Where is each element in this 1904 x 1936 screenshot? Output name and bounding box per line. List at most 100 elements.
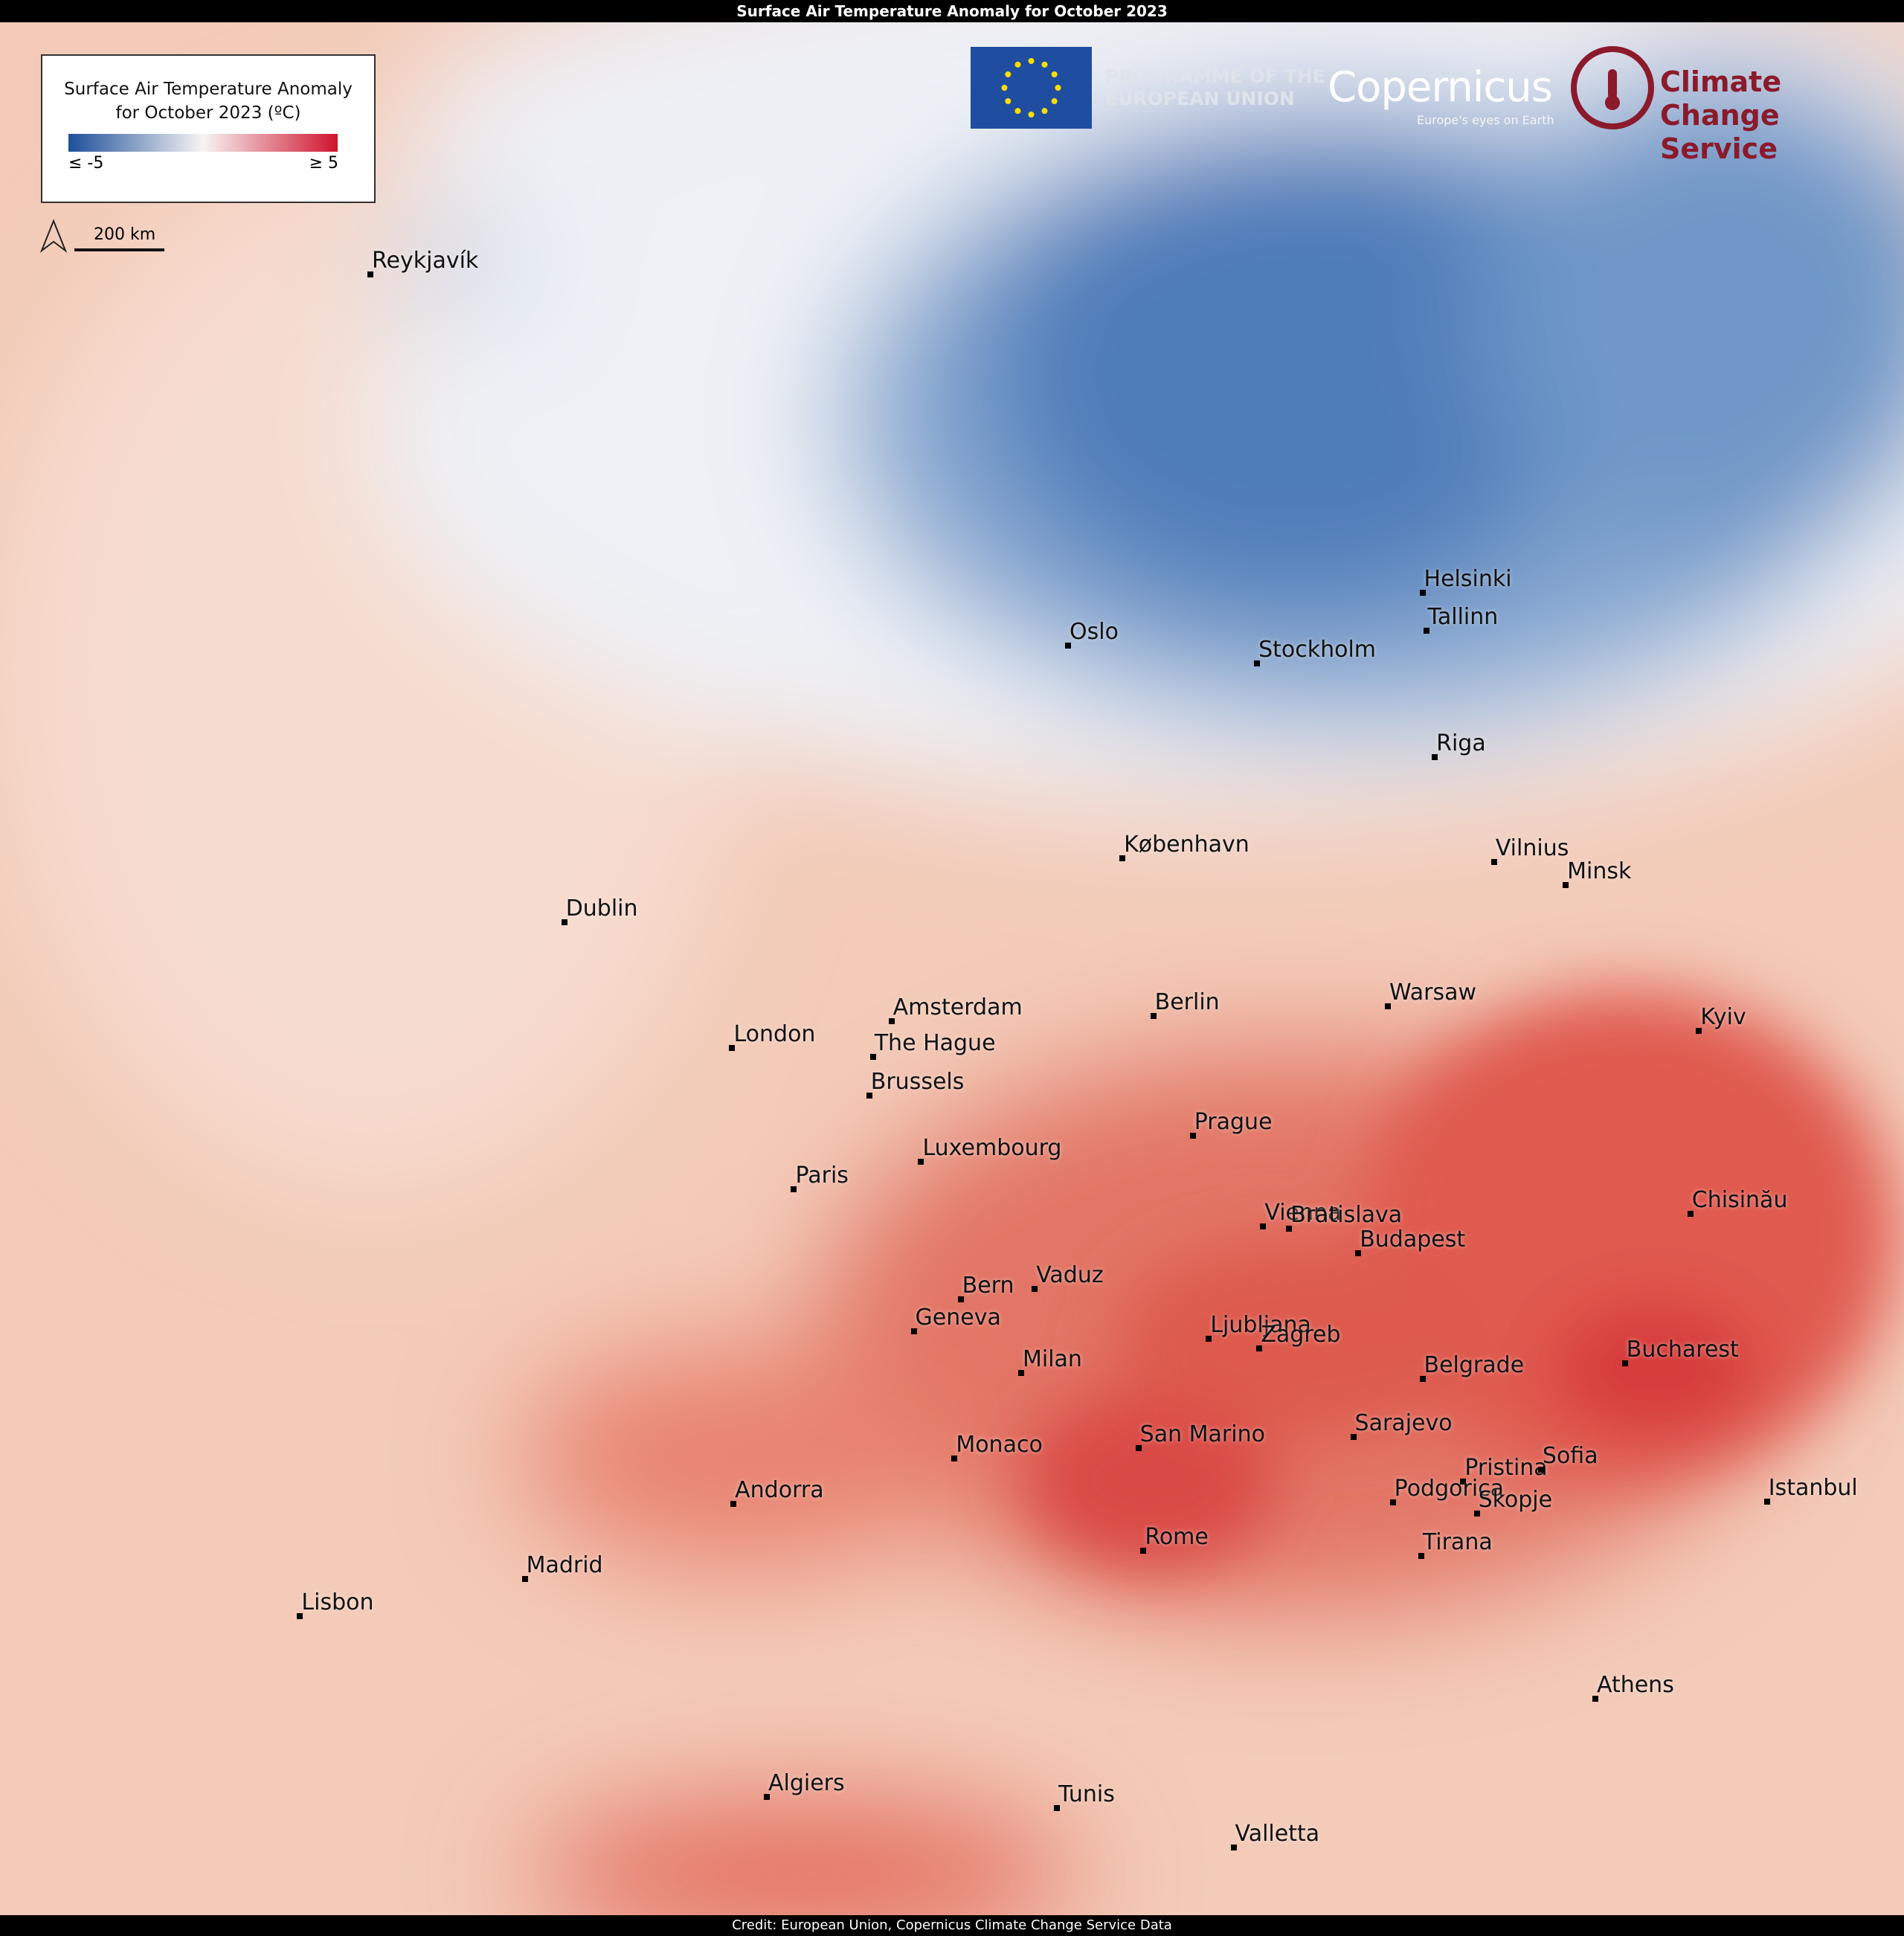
city-marker xyxy=(957,1296,964,1302)
city-label: Valletta xyxy=(1235,1820,1320,1847)
c3s-line: Climate xyxy=(1660,65,1782,98)
city-marker xyxy=(1385,1003,1392,1010)
city-marker xyxy=(1419,1376,1426,1383)
c3s-icon xyxy=(1571,46,1654,129)
city-marker xyxy=(521,1576,528,1583)
star xyxy=(1005,98,1012,104)
city-label: Oslo xyxy=(1070,619,1119,646)
city-label: Lisbon xyxy=(301,1589,374,1616)
city-label: Athens xyxy=(1596,1672,1674,1699)
copernicus-tagline: Europe's eyes on Earth xyxy=(1417,113,1554,127)
city-marker xyxy=(730,1501,737,1508)
city-marker xyxy=(1140,1548,1147,1554)
eu-line: PROGRAMME OF THE xyxy=(1105,65,1325,87)
city-label: Milan xyxy=(1022,1346,1082,1373)
copernicus-logo: Copernicus xyxy=(1328,63,1553,112)
city-marker xyxy=(869,1054,876,1061)
city-marker xyxy=(1763,1498,1770,1505)
city-marker xyxy=(729,1045,736,1052)
city-label: Kyiv xyxy=(1700,1004,1746,1031)
map-title: Surface Air Temperature Anomaly for Octo… xyxy=(736,2,1168,20)
star xyxy=(1001,85,1008,91)
city-label: Bucharest xyxy=(1626,1336,1739,1363)
city-label: Tunis xyxy=(1058,1781,1115,1807)
star xyxy=(1028,58,1035,64)
star xyxy=(1005,71,1012,77)
city-label: Belgrade xyxy=(1424,1352,1525,1379)
city-marker xyxy=(866,1092,872,1099)
city-marker xyxy=(1423,628,1429,634)
city-marker xyxy=(1230,1844,1237,1850)
legend-min: ≤ -5 xyxy=(68,154,104,173)
city-marker xyxy=(1621,1360,1628,1366)
city-marker xyxy=(1150,1013,1157,1020)
c3s-line: Change Service xyxy=(1660,99,1780,165)
eu-text: PROGRAMME OF THE EUROPEAN UNION xyxy=(1105,65,1325,110)
star xyxy=(1028,112,1035,118)
city-marker xyxy=(1473,1511,1480,1517)
eu-flag xyxy=(971,47,1092,129)
city-label: København xyxy=(1124,831,1250,858)
city-label: Ljubljana xyxy=(1210,1311,1311,1338)
city-marker xyxy=(1350,1434,1357,1441)
city-marker xyxy=(1260,1223,1267,1229)
city-marker xyxy=(1460,1479,1467,1485)
city-label: Luxembourg xyxy=(922,1135,1062,1162)
eu-line: EUROPEAN UNION xyxy=(1105,88,1295,109)
c3s-text: Climate Change Service xyxy=(1660,65,1904,166)
city-label: Monaco xyxy=(956,1431,1043,1458)
city-label: Paris xyxy=(795,1162,849,1189)
city-label: Andorra xyxy=(735,1477,824,1504)
city-marker xyxy=(1017,1370,1024,1377)
city-label: Bern xyxy=(962,1272,1014,1299)
city-label: London xyxy=(733,1021,816,1048)
city-marker xyxy=(1355,1250,1362,1257)
legend-title: for October 2023 (ºC) xyxy=(115,103,301,123)
city-label: Berlin xyxy=(1154,989,1220,1016)
city-marker xyxy=(1389,1499,1396,1506)
city-label: Geneva xyxy=(915,1304,1001,1331)
city-marker xyxy=(1254,660,1261,666)
city-label: Vilnius xyxy=(1495,834,1569,861)
city-marker xyxy=(1206,1335,1212,1342)
city-label: The Hague xyxy=(874,1030,996,1057)
city-marker xyxy=(367,271,374,277)
city-marker xyxy=(1054,1804,1061,1811)
title-bar: Surface Air Temperature Anomaly for Octo… xyxy=(0,0,1904,22)
city-marker xyxy=(1032,1286,1038,1293)
city-marker xyxy=(297,1613,303,1620)
city-label: Sofia xyxy=(1542,1442,1598,1469)
city-marker xyxy=(1119,855,1126,861)
city-label: Riga xyxy=(1436,730,1486,756)
city-marker xyxy=(1537,1466,1544,1473)
city-label: Amsterdam xyxy=(892,994,1023,1020)
credit: Credit: European Union, Copernicus Clima… xyxy=(732,1917,1172,1933)
city-label: Tirana xyxy=(1422,1528,1493,1555)
city-label: San Marino xyxy=(1139,1421,1265,1448)
city-marker xyxy=(1418,1552,1424,1559)
city-label: Brussels xyxy=(870,1068,965,1095)
city-marker xyxy=(1065,643,1072,649)
star xyxy=(1041,61,1048,68)
city-marker xyxy=(1490,858,1497,865)
city-label: Dublin xyxy=(565,895,638,922)
city-label: Prague xyxy=(1194,1109,1273,1136)
city-label: Tallinn xyxy=(1427,604,1499,631)
credit-bar: Credit: European Union, Copernicus Clima… xyxy=(0,1915,1904,1936)
city-marker xyxy=(1696,1028,1702,1035)
city-label: Pristina xyxy=(1464,1455,1548,1482)
city-marker xyxy=(910,1328,917,1334)
city-label: Zagreb xyxy=(1261,1321,1341,1348)
city-label: Rome xyxy=(1145,1524,1209,1551)
legend-title: Surface Air Temperature Anomaly xyxy=(64,80,353,99)
city-marker xyxy=(1687,1210,1694,1217)
city-label: Helsinki xyxy=(1424,565,1512,592)
city-label: Skopje xyxy=(1478,1487,1553,1514)
scale-label: 200 km xyxy=(94,225,156,244)
scale-bar xyxy=(74,248,164,251)
city-label: Madrid xyxy=(526,1552,603,1579)
star xyxy=(1041,108,1048,115)
north-arrow xyxy=(39,219,68,253)
